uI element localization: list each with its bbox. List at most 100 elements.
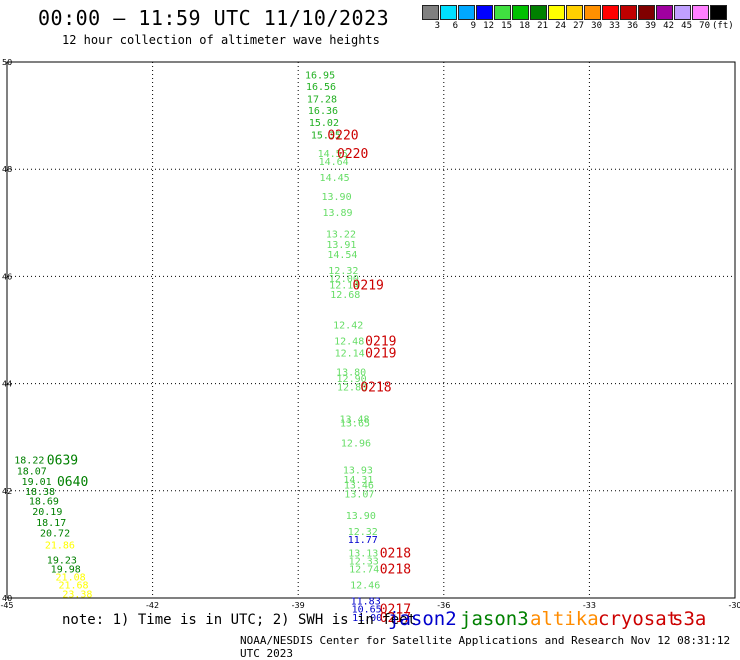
lon-tick-label: -39 [292, 601, 305, 610]
lon-tick-label: -45 [0, 601, 13, 610]
wave-height-value: 13.22 [326, 230, 356, 241]
pass-time-label: 0219 [365, 347, 396, 362]
wave-height-value: 12.96 [341, 439, 371, 450]
wave-height-value: 11.83 [351, 597, 381, 608]
pass-time-label: 0220 [337, 147, 368, 162]
legend-item-jason2: jason2 [388, 608, 457, 630]
wave-height-value: 12.42 [333, 321, 363, 332]
legend-item-altika: altika [530, 608, 599, 630]
color-scale-label: 9 [470, 21, 476, 31]
lon-tick-label: -30 [728, 601, 740, 610]
color-scale-label: 39 [645, 21, 656, 31]
wave-height-value: 12.14 [329, 280, 359, 291]
wave-height-value: 19.23 [47, 555, 77, 566]
color-scale-label: 3 [434, 21, 440, 31]
wave-height-value: 21.86 [45, 540, 75, 551]
wave-height-value: 13.65 [340, 419, 370, 430]
wave-height-value: 12.68 [330, 290, 360, 301]
color-swatch [512, 5, 529, 20]
pass-time-label: 0639 [47, 454, 78, 469]
color-scale-bar [422, 5, 728, 20]
wave-height-value: 23.38 [62, 590, 92, 601]
wave-height-value: 11.00 [352, 613, 382, 624]
wave-height-value: 13.90 [321, 192, 351, 203]
wave-height-value: 18.38 [25, 487, 55, 498]
wave-height-value: 14.45 [320, 173, 350, 184]
color-scale-labels: 3 6 9 12 15 18 21 24 27 30 33 36 39 42 45 70 (ft) [422, 21, 734, 31]
wave-height-value: 14.31 [343, 475, 373, 486]
lat-tick-label: 48 [2, 165, 12, 174]
wave-height-value: 11.77 [348, 535, 378, 546]
lon-tick-label: -36 [437, 601, 450, 610]
color-scale-label: 21 [537, 21, 548, 31]
pass-time-label: 0219 [365, 335, 396, 350]
map-frame [6, 61, 736, 599]
legend-item-jason3: jason3 [460, 608, 529, 630]
wave-height-value: 13.07 [344, 489, 374, 500]
wave-height-value: 13.80 [336, 367, 366, 378]
wave-height-value: 16.95 [305, 70, 335, 81]
wave-height-value: 19.01 [22, 477, 52, 488]
color-scale-label: 42 [663, 21, 674, 31]
pass-time-label: 0218 [380, 546, 411, 561]
color-swatch [620, 5, 637, 20]
wave-height-value: 16.36 [308, 106, 338, 117]
footnote: note: 1) Time is in UTC; 2) SWH is in fe… [62, 612, 417, 628]
wave-height-value: 12.90 [337, 374, 367, 385]
wave-height-value: 12.80 [337, 382, 367, 393]
wave-height-value: 12.46 [350, 581, 380, 592]
wave-height-value: 12.32 [348, 527, 378, 538]
wave-height-value: 14.64 [319, 157, 349, 168]
color-swatch [530, 5, 547, 20]
wave-height-value: 18.22 [14, 456, 44, 467]
legend-item-s3a: s3a [672, 608, 707, 630]
pass-time-label: 0218 [360, 380, 391, 395]
color-swatch [458, 5, 475, 20]
color-scale-label: 33 [609, 21, 620, 31]
wave-height-value: 12.00 [329, 274, 359, 285]
wave-height-value: 20.19 [32, 507, 62, 518]
color-scale-label: 36 [627, 21, 638, 31]
lat-tick-label: 42 [2, 487, 12, 496]
wave-height-value: 19.98 [51, 565, 81, 576]
wave-height-value: 13.46 [344, 480, 374, 491]
wave-height-value: 10.65 [352, 605, 382, 616]
wave-height-value: 15.35 [311, 130, 341, 141]
wave-height-value: 13.90 [346, 511, 376, 522]
color-swatch [602, 5, 619, 20]
color-scale-label: 6 [452, 21, 458, 31]
pass-time-label: 0220 [327, 128, 358, 143]
color-swatch [476, 5, 493, 20]
color-swatch [494, 5, 511, 20]
color-scale-label: 12 [483, 21, 494, 31]
wave-height-value: 15.02 [309, 118, 339, 129]
legend-item-cryosat: cryosat [598, 608, 679, 630]
color-scale-label: 27 [573, 21, 584, 31]
lat-tick-label: 44 [2, 380, 12, 389]
color-swatch [656, 5, 673, 20]
pass-time-label: 0640 [57, 475, 88, 490]
color-scale-unit: (ft) [712, 21, 734, 31]
color-swatch [566, 5, 583, 20]
color-swatch [422, 5, 439, 20]
wave-height-value: 21.68 [58, 581, 88, 592]
color-scale-label: 45 [681, 21, 692, 31]
color-scale-label: 15 [501, 21, 512, 31]
pass-time-label: 0219 [353, 278, 384, 293]
wave-height-value: 13.89 [322, 208, 352, 219]
lat-tick-label: 46 [2, 272, 12, 281]
pass-time-label: 0218 [380, 563, 411, 578]
color-scale-label: 24 [555, 21, 566, 31]
credit-line: NOAA/NESDIS Center for Satellite Applica… [240, 634, 731, 660]
wave-height-value: 18.07 [17, 466, 47, 477]
wave-height-value: 14.54 [327, 250, 357, 261]
wave-height-value: 16.56 [306, 82, 336, 93]
wave-height-value: 17.28 [307, 94, 337, 105]
lon-tick-label: -33 [583, 601, 596, 610]
color-scale-label: 18 [519, 21, 530, 31]
map-title: 00:00 – 11:59 UTC 11/10/2023 [38, 6, 390, 30]
wave-height-value: 12.14 [335, 349, 365, 360]
color-swatch [674, 5, 691, 20]
lon-tick-label: -42 [146, 601, 159, 610]
